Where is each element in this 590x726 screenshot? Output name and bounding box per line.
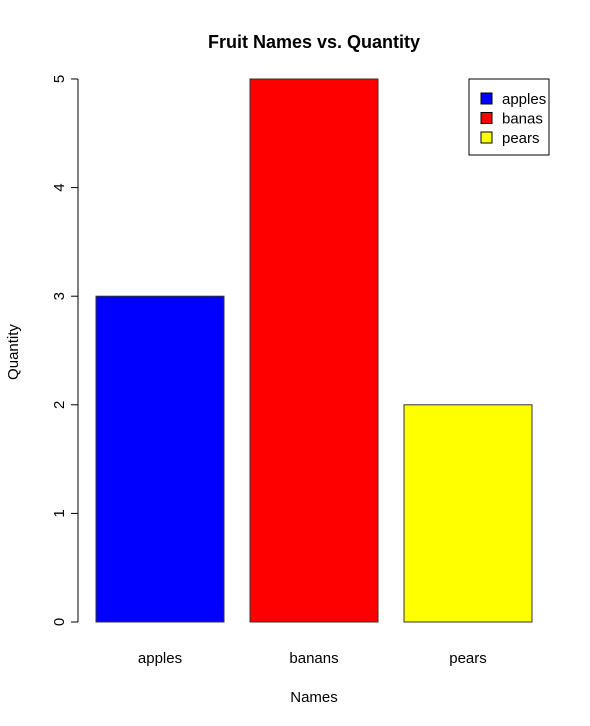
- y-tick-label: 5: [51, 75, 68, 83]
- x-tick-labels: apples banans pears: [138, 650, 487, 667]
- bar-pears: [403, 404, 533, 623]
- y-tick-label: 4: [51, 183, 68, 191]
- legend-swatch: [480, 92, 493, 105]
- legend-swatch: [480, 131, 493, 144]
- bar-banans: [249, 78, 379, 623]
- legend-label: pears: [502, 130, 540, 147]
- chart-title: Fruit Names vs. Quantity: [208, 32, 420, 52]
- bars: [95, 78, 533, 623]
- y-tick-label: 0: [51, 618, 68, 626]
- legend: apples banas pears: [468, 78, 550, 156]
- x-tick-label: pears: [449, 650, 487, 667]
- legend-swatch: [480, 112, 493, 124]
- legend-label: banas: [502, 111, 543, 128]
- legend-label: apples: [502, 91, 546, 108]
- x-axis-label: Names: [290, 689, 338, 706]
- y-tick-label: 3: [51, 292, 68, 300]
- x-tick-label: banans: [289, 650, 338, 667]
- y-axis-label: Quantity: [5, 324, 22, 380]
- bar-apples: [95, 295, 225, 623]
- y-tick-label: 1: [51, 509, 68, 517]
- x-tick-label: apples: [138, 650, 182, 667]
- y-axis: 0 1 2 3 4 5: [51, 75, 79, 626]
- y-tick-label: 2: [51, 401, 68, 409]
